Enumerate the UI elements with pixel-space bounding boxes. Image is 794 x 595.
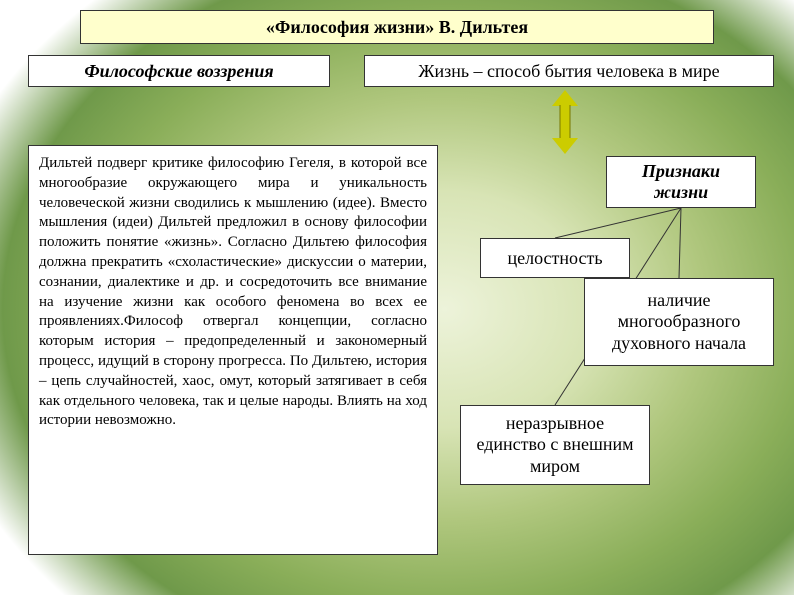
title-banner: «Философия жизни» В. Дильтея xyxy=(80,10,714,44)
connector-line xyxy=(679,208,681,278)
connector-line xyxy=(555,208,681,238)
sign-spiritual: наличие многообразного духовного начала xyxy=(584,278,774,366)
views-heading: Философские воззрения xyxy=(28,55,330,87)
bidirectional-arrow-icon xyxy=(550,90,580,154)
life-heading: Жизнь – способ бытия человека в мире xyxy=(364,55,774,87)
main-paragraph: Дильтей подверг критике философию Гегеля… xyxy=(28,145,438,555)
sign-wholeness: целостность xyxy=(480,238,630,278)
sign-unity: неразрывное единство с внешним миром xyxy=(460,405,650,485)
signs-title: Признаки жизни xyxy=(606,156,756,208)
